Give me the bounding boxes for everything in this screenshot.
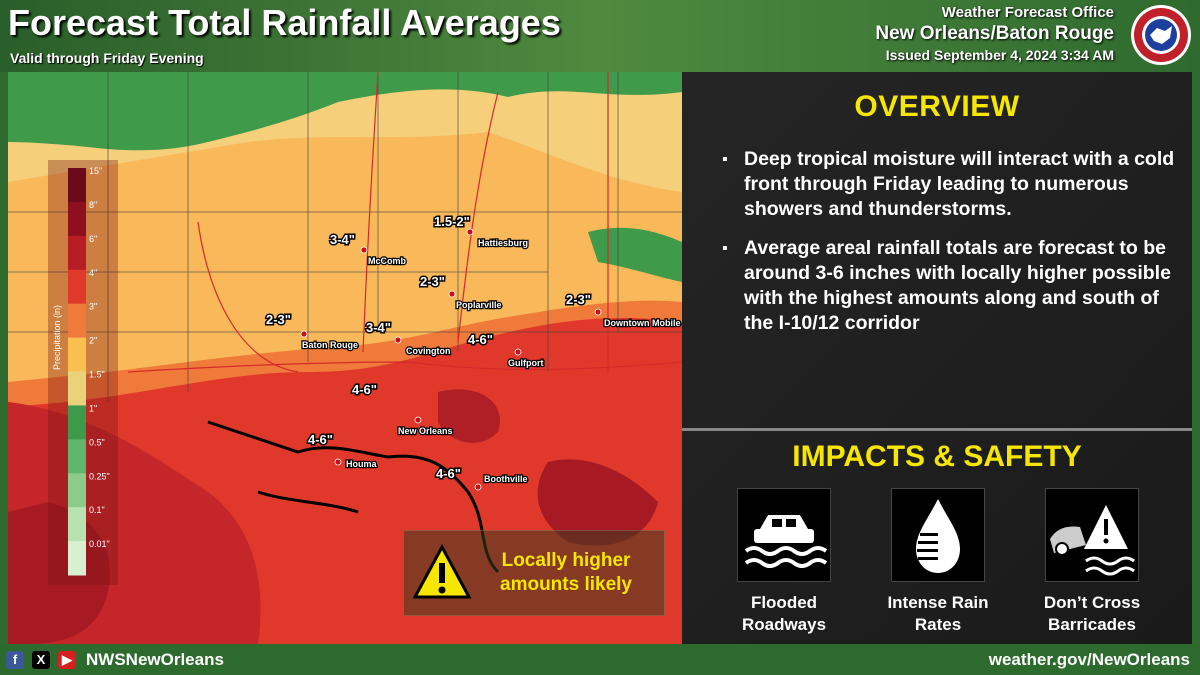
city-label: Downtown Mobile xyxy=(604,318,681,328)
x-icon[interactable]: X xyxy=(32,651,50,669)
legend-tick-label: 0.01" xyxy=(89,539,110,549)
impact-label: Intense Rain xyxy=(887,593,989,612)
legend-tick-label: 1" xyxy=(89,403,97,413)
legend-tick-label: 6" xyxy=(89,234,97,244)
nws-logo-icon xyxy=(1131,5,1191,65)
legend-tick-label: 2" xyxy=(89,336,97,346)
panel-divider xyxy=(682,428,1192,431)
city-label: Hattiesburg xyxy=(478,238,528,248)
legend-title: Precipitation (in) xyxy=(52,305,62,370)
warning-box: Locally higher amounts likely xyxy=(403,530,665,616)
legend-tick-label: 0.1" xyxy=(89,505,105,515)
overview-bullets: Deep tropical moisture will interact wit… xyxy=(722,147,1187,350)
impact-label: Roadways xyxy=(741,615,827,634)
legend-tick-label: 1.5" xyxy=(89,370,105,380)
forecast-label: 2-3" xyxy=(420,274,445,289)
legend-swatch xyxy=(68,269,86,305)
forecast-label: 3-4" xyxy=(366,320,391,335)
impact-intense-rain: Intense Rain Rates xyxy=(868,488,1008,636)
forecast-label: 4-6" xyxy=(352,382,377,397)
city-label: Baton Rouge xyxy=(302,340,358,350)
forecast-label: 1.5-2" xyxy=(434,214,470,229)
office-block: Weather Forecast Office New Orleans/Bato… xyxy=(875,4,1114,63)
valid-through-subtitle: Valid through Friday Evening xyxy=(10,50,204,66)
facebook-icon[interactable]: f xyxy=(6,651,24,669)
forecast-label: 4-6" xyxy=(468,332,493,347)
legend-swatch xyxy=(68,541,86,576)
impact-label: Flooded xyxy=(750,593,818,612)
impact-label: Rates xyxy=(914,615,962,634)
raindrop-icon xyxy=(891,488,985,582)
legend-tick-label: 0.5" xyxy=(89,437,105,447)
flooded-car-icon xyxy=(737,488,831,582)
impacts-title: IMPACTS & SAFETY xyxy=(792,440,1082,473)
legend-swatch xyxy=(68,303,86,339)
legend-swatch xyxy=(68,337,86,372)
forecast-label: 4-6" xyxy=(308,432,333,447)
legend-swatch xyxy=(68,473,86,508)
legend-tick-label: 8" xyxy=(89,200,97,210)
forecast-label: 2-3" xyxy=(566,292,591,307)
legend-swatch xyxy=(68,371,86,406)
legend-tick-label: 15" xyxy=(89,166,102,176)
forecast-label: 4-6" xyxy=(436,466,461,481)
barricade-car-icon xyxy=(1045,488,1139,582)
overview-title: OVERVIEW xyxy=(854,90,1020,123)
impact-dont-cross-barricades: Don’t Cross Barricades xyxy=(1022,488,1162,636)
social-handle[interactable]: NWSNewOrleans xyxy=(86,650,224,669)
impact-flooded-roadways: Flooded Roadways xyxy=(714,488,854,636)
city-label: Covington xyxy=(406,346,451,356)
warning-triangle-icon xyxy=(412,543,472,599)
impact-label: Don’t Cross xyxy=(1043,593,1141,612)
legend-bar: Precipitation (in) 15" 8" 6" 4" 3" 2" 1.5" 1" 0.… xyxy=(52,166,110,576)
impact-label: Barricades xyxy=(1048,615,1136,634)
office-line-2: New Orleans/Baton Rouge xyxy=(875,23,1114,44)
warning-text: Locally higher amounts likely xyxy=(500,550,632,595)
rainfall-map-graphic: 3-4" 1.5-2" 2-3" 2-3" 2-3" 3-4" 4-6" 4-6… xyxy=(8,72,682,644)
legend-swatch xyxy=(68,201,86,237)
info-panel: OVERVIEW Deep tropical moisture will int… xyxy=(682,72,1192,644)
rainfall-map: 3-4" 1.5-2" 2-3" 2-3" 2-3" 3-4" 4-6" 4-6… xyxy=(8,72,682,644)
legend-swatch xyxy=(68,439,86,474)
city-label: Gulfport xyxy=(508,358,544,368)
footer-bar: f X ▶ NWSNewOrleans weather.gov/NewOrlea… xyxy=(0,644,1200,675)
header-banner: Forecast Total Rainfall Averages Valid t… xyxy=(0,0,1200,72)
office-line-1: Weather Forecast Office xyxy=(941,4,1114,21)
city-label: Poplarville xyxy=(456,300,502,310)
legend-tick-label: 4" xyxy=(89,268,97,278)
legend-swatch xyxy=(68,235,86,271)
legend-tick-label: 0.25" xyxy=(89,471,110,481)
legend-tick-label: 3" xyxy=(89,302,97,312)
city-label: New Orleans xyxy=(398,426,453,436)
website-link[interactable]: weather.gov/NewOrleans xyxy=(988,650,1190,669)
precipitation-legend: Precipitation (in) 15" 8" 6" 4" 3" 2" 1.5" 1" 0.… xyxy=(48,160,118,585)
forecast-label: 3-4" xyxy=(330,232,355,247)
issued-time: Issued September 4, 2024 3:34 AM xyxy=(885,47,1114,63)
legend-swatch xyxy=(68,168,86,203)
overview-bullet: Deep tropical moisture will interact wit… xyxy=(722,147,1187,222)
city-label: McComb xyxy=(368,256,407,266)
youtube-icon[interactable]: ▶ xyxy=(58,651,76,669)
forecast-label: 2-3" xyxy=(266,312,291,327)
overview-bullet: Average areal rainfall totals are foreca… xyxy=(722,236,1187,336)
city-label: Houma xyxy=(346,459,377,469)
legend-swatch xyxy=(68,507,86,542)
legend-swatch xyxy=(68,405,86,440)
city-label: Boothville xyxy=(484,474,528,484)
page-title: Forecast Total Rainfall Averages xyxy=(8,2,561,43)
